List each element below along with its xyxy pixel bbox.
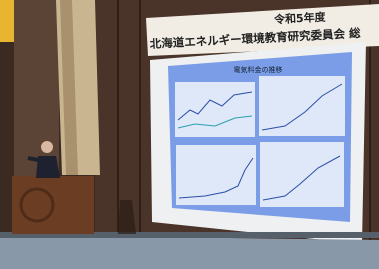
chart-panel bbox=[260, 142, 344, 207]
corner-sign bbox=[0, 0, 14, 42]
slide-title: 電気料金の推移 bbox=[234, 65, 283, 74]
speaker-head bbox=[41, 141, 53, 153]
chart-panel bbox=[175, 82, 255, 137]
stage-floor bbox=[0, 235, 379, 269]
photo: 令和5年度 北海道エネルギー環境教育研究委員会 総 電気料金の推移 bbox=[0, 0, 379, 269]
speaker-body bbox=[36, 156, 60, 178]
banner-line1: 令和5年度 bbox=[273, 10, 327, 27]
chart-panel bbox=[259, 76, 345, 136]
chart-panel bbox=[176, 145, 256, 205]
speaker-arm bbox=[28, 158, 38, 160]
